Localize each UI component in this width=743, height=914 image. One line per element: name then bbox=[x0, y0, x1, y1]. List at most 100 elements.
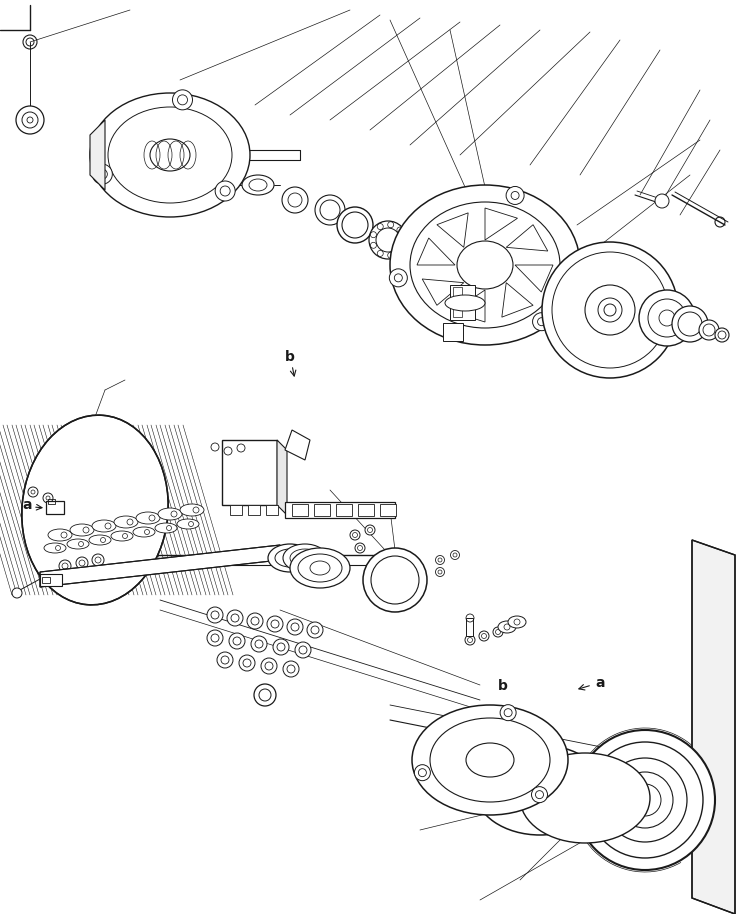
Ellipse shape bbox=[242, 175, 274, 195]
Bar bbox=[450, 285, 475, 320]
Ellipse shape bbox=[133, 527, 155, 537]
Ellipse shape bbox=[136, 512, 160, 524]
Ellipse shape bbox=[412, 705, 568, 815]
Circle shape bbox=[239, 655, 255, 671]
Circle shape bbox=[43, 493, 53, 503]
Circle shape bbox=[59, 560, 71, 572]
Polygon shape bbox=[485, 208, 518, 240]
Ellipse shape bbox=[268, 544, 312, 572]
Polygon shape bbox=[452, 290, 485, 322]
Circle shape bbox=[479, 631, 489, 641]
Ellipse shape bbox=[290, 548, 350, 588]
Circle shape bbox=[531, 787, 548, 802]
Circle shape bbox=[227, 610, 243, 626]
Circle shape bbox=[28, 487, 38, 497]
Circle shape bbox=[450, 550, 459, 559]
Bar bbox=[466, 618, 473, 636]
Ellipse shape bbox=[25, 418, 165, 602]
Circle shape bbox=[172, 90, 192, 110]
Bar bbox=[230, 505, 242, 515]
Polygon shape bbox=[692, 540, 735, 914]
Circle shape bbox=[92, 165, 112, 184]
Circle shape bbox=[307, 622, 323, 638]
Circle shape bbox=[282, 187, 308, 213]
Bar bbox=[46, 501, 64, 514]
Circle shape bbox=[76, 557, 88, 569]
Polygon shape bbox=[90, 120, 105, 190]
Circle shape bbox=[315, 195, 345, 225]
Circle shape bbox=[389, 269, 407, 287]
Circle shape bbox=[224, 447, 232, 455]
Circle shape bbox=[699, 320, 719, 340]
Polygon shape bbox=[277, 440, 287, 515]
Circle shape bbox=[295, 642, 311, 658]
Circle shape bbox=[415, 765, 430, 781]
Circle shape bbox=[207, 630, 223, 646]
Ellipse shape bbox=[180, 504, 204, 516]
Ellipse shape bbox=[520, 753, 650, 843]
Circle shape bbox=[16, 106, 44, 134]
Circle shape bbox=[350, 530, 360, 540]
Ellipse shape bbox=[508, 616, 526, 628]
Bar bbox=[222, 440, 277, 505]
Circle shape bbox=[506, 186, 524, 205]
Bar bbox=[40, 574, 62, 586]
Bar bbox=[380, 504, 396, 516]
Bar bbox=[266, 505, 278, 515]
Circle shape bbox=[465, 635, 475, 645]
Ellipse shape bbox=[283, 544, 327, 572]
Circle shape bbox=[92, 554, 104, 566]
Circle shape bbox=[211, 443, 219, 451]
Circle shape bbox=[251, 636, 267, 652]
Circle shape bbox=[261, 658, 277, 674]
Polygon shape bbox=[40, 545, 280, 587]
Circle shape bbox=[542, 242, 678, 378]
Bar bbox=[358, 504, 374, 516]
Circle shape bbox=[715, 328, 729, 342]
Polygon shape bbox=[437, 213, 468, 248]
Circle shape bbox=[229, 633, 245, 649]
Bar bbox=[292, 504, 308, 516]
Ellipse shape bbox=[114, 516, 138, 528]
Polygon shape bbox=[422, 279, 464, 305]
Text: a: a bbox=[595, 676, 605, 690]
Circle shape bbox=[575, 730, 715, 870]
Circle shape bbox=[215, 181, 235, 201]
Bar bbox=[314, 504, 330, 516]
Ellipse shape bbox=[155, 523, 177, 533]
Circle shape bbox=[500, 705, 516, 720]
Circle shape bbox=[369, 221, 407, 259]
Polygon shape bbox=[515, 265, 553, 292]
Bar bbox=[48, 499, 55, 504]
Circle shape bbox=[287, 619, 303, 635]
Circle shape bbox=[273, 639, 289, 655]
Circle shape bbox=[254, 684, 276, 706]
Text: b: b bbox=[498, 679, 508, 693]
Circle shape bbox=[435, 568, 444, 577]
Ellipse shape bbox=[67, 539, 89, 549]
Bar bbox=[336, 504, 352, 516]
Ellipse shape bbox=[445, 295, 485, 311]
Circle shape bbox=[435, 556, 444, 565]
Bar bbox=[453, 287, 462, 317]
Polygon shape bbox=[417, 238, 455, 265]
Circle shape bbox=[217, 652, 233, 668]
Circle shape bbox=[493, 627, 503, 637]
Circle shape bbox=[247, 613, 263, 629]
Circle shape bbox=[363, 548, 427, 612]
Ellipse shape bbox=[498, 621, 516, 633]
Ellipse shape bbox=[111, 531, 133, 541]
Ellipse shape bbox=[70, 524, 94, 536]
Circle shape bbox=[207, 607, 223, 623]
Circle shape bbox=[533, 313, 551, 331]
Ellipse shape bbox=[390, 185, 580, 345]
Ellipse shape bbox=[90, 93, 250, 217]
Circle shape bbox=[639, 290, 695, 346]
Circle shape bbox=[283, 661, 299, 677]
Circle shape bbox=[355, 543, 365, 553]
Circle shape bbox=[365, 525, 375, 535]
Ellipse shape bbox=[44, 543, 66, 553]
Polygon shape bbox=[506, 225, 548, 251]
Polygon shape bbox=[285, 430, 310, 460]
Ellipse shape bbox=[22, 415, 168, 605]
